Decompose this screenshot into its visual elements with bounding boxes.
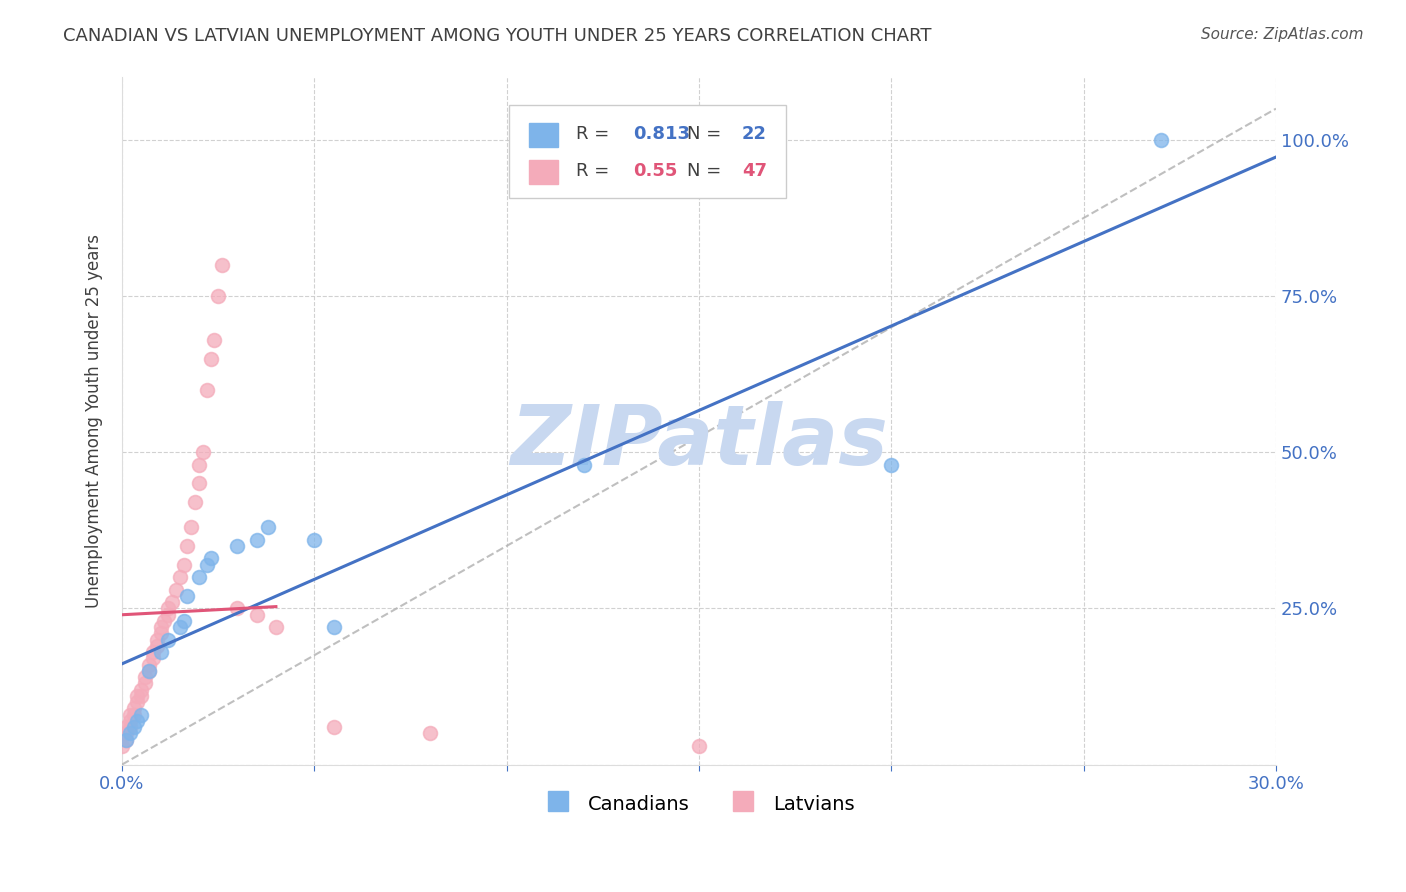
Point <box>176 539 198 553</box>
Point <box>127 714 149 728</box>
Y-axis label: Unemployment Among Youth under 25 years: Unemployment Among Youth under 25 years <box>86 234 103 608</box>
Point <box>419 726 441 740</box>
Point <box>138 664 160 678</box>
Point <box>226 539 249 553</box>
Text: 0.813: 0.813 <box>633 125 690 143</box>
Text: N =: N = <box>688 162 727 180</box>
Point <box>176 589 198 603</box>
Point <box>115 732 138 747</box>
Point <box>129 707 152 722</box>
Point <box>157 632 180 647</box>
Point <box>246 533 269 547</box>
Point <box>118 714 141 728</box>
Point <box>195 558 218 572</box>
Point <box>138 664 160 678</box>
Point <box>157 601 180 615</box>
Point <box>246 607 269 622</box>
Point <box>138 657 160 672</box>
Point <box>207 289 229 303</box>
Point <box>1149 133 1171 147</box>
Point <box>188 570 211 584</box>
Point <box>173 558 195 572</box>
Point <box>160 595 183 609</box>
Point <box>145 632 167 647</box>
Legend: Canadians, Latvians: Canadians, Latvians <box>536 784 863 823</box>
FancyBboxPatch shape <box>509 105 786 198</box>
Point <box>572 458 595 472</box>
Point <box>115 720 138 734</box>
Point <box>264 620 287 634</box>
Point <box>322 620 344 634</box>
Point <box>149 626 172 640</box>
Point <box>257 520 280 534</box>
Point <box>688 739 710 753</box>
Text: 47: 47 <box>742 162 766 180</box>
Point <box>304 533 326 547</box>
Point <box>200 351 222 366</box>
Point <box>118 726 141 740</box>
Text: 22: 22 <box>742 125 766 143</box>
Point <box>127 695 149 709</box>
Point <box>111 739 134 753</box>
Point <box>142 645 165 659</box>
Point <box>149 645 172 659</box>
Text: ZIPatlas: ZIPatlas <box>510 401 889 482</box>
Point <box>184 495 207 509</box>
Point <box>180 520 202 534</box>
Text: Source: ZipAtlas.com: Source: ZipAtlas.com <box>1201 27 1364 42</box>
Point <box>165 582 187 597</box>
Point <box>122 720 145 734</box>
Point <box>191 445 214 459</box>
Point <box>115 732 138 747</box>
Point <box>129 682 152 697</box>
Point <box>322 720 344 734</box>
Point <box>169 620 191 634</box>
Point <box>145 639 167 653</box>
Point <box>188 476 211 491</box>
Point <box>118 720 141 734</box>
Point <box>134 676 156 690</box>
Point <box>195 383 218 397</box>
Point <box>127 689 149 703</box>
Point <box>157 607 180 622</box>
Point <box>188 458 211 472</box>
Point <box>226 601 249 615</box>
FancyBboxPatch shape <box>530 161 558 185</box>
Point <box>142 651 165 665</box>
Point <box>169 570 191 584</box>
Text: N =: N = <box>688 125 727 143</box>
Text: 0.55: 0.55 <box>633 162 678 180</box>
Text: R =: R = <box>575 125 614 143</box>
Point <box>122 701 145 715</box>
Point <box>200 551 222 566</box>
Point <box>115 726 138 740</box>
Point <box>173 614 195 628</box>
Point <box>129 689 152 703</box>
Point <box>880 458 903 472</box>
Text: R =: R = <box>575 162 614 180</box>
Point <box>118 707 141 722</box>
FancyBboxPatch shape <box>530 123 558 147</box>
Point <box>211 258 233 272</box>
Text: CANADIAN VS LATVIAN UNEMPLOYMENT AMONG YOUTH UNDER 25 YEARS CORRELATION CHART: CANADIAN VS LATVIAN UNEMPLOYMENT AMONG Y… <box>63 27 932 45</box>
Point <box>153 614 176 628</box>
Point <box>202 333 225 347</box>
Point <box>122 707 145 722</box>
Point <box>134 670 156 684</box>
Point <box>149 620 172 634</box>
